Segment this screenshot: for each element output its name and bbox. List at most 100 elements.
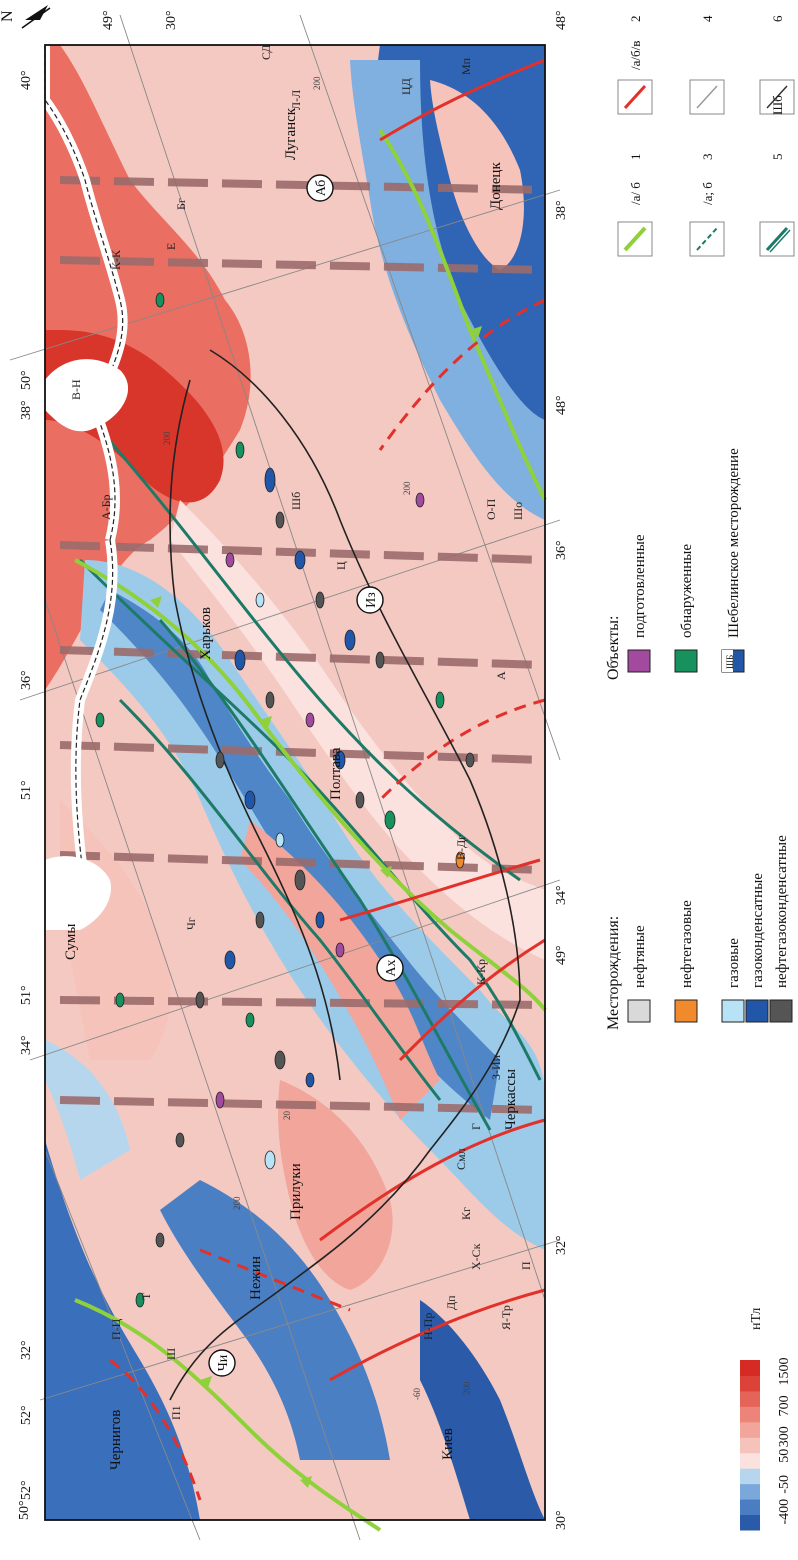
contour-value-labels: 200 200 200 200 -60 20 200 xyxy=(162,76,472,1400)
legend-color-scale: -400 -50 50 300 700 1500 нТл xyxy=(740,1308,792,1531)
place-label: Донецк xyxy=(488,162,504,210)
structural-lines xyxy=(78,429,542,1131)
region-circle-ab: Аб xyxy=(306,174,334,202)
lat-label: 52° xyxy=(19,1405,34,1425)
svg-text:3: 3 xyxy=(700,154,715,161)
svg-text:Ц: Ц xyxy=(334,561,348,570)
svg-text:А: А xyxy=(494,671,508,680)
scale-swatch xyxy=(740,1437,760,1454)
svg-text:Мп: Мп xyxy=(459,57,473,75)
lat-label: 49° xyxy=(101,10,116,30)
scale-swatch xyxy=(740,1514,760,1531)
svg-text:нефтегазоконденсатные: нефтегазоконденсатные xyxy=(774,835,790,988)
svg-text:СД: СД xyxy=(259,44,273,60)
svg-text:Шб: Шб xyxy=(289,492,303,510)
lon-label: 34° xyxy=(554,885,569,905)
svg-text:Г: Г xyxy=(469,1123,483,1130)
svg-text:подготовленные: подготовленные xyxy=(632,534,648,638)
lon-label: 38° xyxy=(19,400,34,420)
lineaments xyxy=(59,176,546,1114)
svg-text:Я-Тр: Я-Тр xyxy=(499,1305,513,1330)
svg-text:Смл: Смл xyxy=(454,1148,468,1170)
svg-text:Кг: Кг xyxy=(459,1207,473,1220)
place-label: Харьков xyxy=(198,607,214,660)
place-label: Сумы xyxy=(63,923,79,960)
svg-text:К-К: К-К xyxy=(109,249,123,270)
svg-text:Т: Т xyxy=(139,1292,153,1300)
svg-text:1: 1 xyxy=(628,154,643,161)
svg-text:Ш: Ш xyxy=(164,1348,178,1360)
svg-text:-60: -60 xyxy=(412,1388,422,1400)
svg-text:В-Н: В-Н xyxy=(69,379,83,400)
scale-swatch xyxy=(740,1390,760,1407)
svg-text:Объекты:: Объекты: xyxy=(605,616,622,680)
svg-text:Чг: Чг xyxy=(184,917,198,930)
svg-text:газоконденсатные: газоконденсатные xyxy=(750,873,766,988)
coordinate-labels: 50° 40° 50° 38° 36° 51° 34° 32° 52° 52° … xyxy=(17,10,569,1530)
scale-swatch xyxy=(740,1483,760,1500)
red-faults xyxy=(109,58,546,1501)
place-label: Нежин xyxy=(248,1256,264,1300)
svg-text:200: 200 xyxy=(162,431,172,445)
svg-text:/а/б/в: /а/б/в xyxy=(628,41,643,70)
basin-outline xyxy=(169,349,521,1401)
scale-tick-label: -400 xyxy=(777,1499,792,1525)
north-arrow: N xyxy=(0,5,51,29)
place-label: Черкассы xyxy=(503,1069,519,1130)
region-circle-iz: Из xyxy=(356,586,384,614)
svg-text:З-Ии: З-Ии xyxy=(489,1054,503,1080)
svg-text:Шо: Шо xyxy=(511,502,525,520)
scale-ticks: -400 -50 50 300 700 1500 xyxy=(777,1357,792,1524)
map-panel: Аб Из Ах Чи Луганск Донецк Харьков Полта… xyxy=(9,14,561,1541)
svg-text:N: N xyxy=(0,10,16,22)
svg-text:/а/ б: /а/ б xyxy=(628,182,643,205)
scale-swatch xyxy=(740,1499,760,1516)
svg-text:Шб: Шб xyxy=(770,95,785,115)
svg-text:В-Дг: В-Дг xyxy=(454,835,468,860)
scale-swatch xyxy=(740,1375,760,1392)
svg-text:Месторождения:: Месторождения: xyxy=(605,916,622,1030)
scale-swatch xyxy=(740,1360,760,1376)
svg-text:4: 4 xyxy=(700,15,715,22)
svg-text:/а; б: /а; б xyxy=(700,182,715,205)
scale-tick-label: 50 xyxy=(777,1449,792,1463)
scale-swatch xyxy=(740,1468,760,1485)
svg-text:Бг: Бг xyxy=(174,198,188,210)
svg-text:6: 6 xyxy=(770,15,785,22)
outside-area-east xyxy=(45,856,111,930)
svg-text:Чи: Чи xyxy=(216,1354,231,1371)
svg-text:П1: П1 xyxy=(169,1405,183,1420)
lon-label: 38° xyxy=(554,200,569,220)
svg-text:О-П: О-П xyxy=(484,498,498,520)
lat-label: 49° xyxy=(554,945,569,965)
svg-text:нефтяные: нефтяные xyxy=(632,925,648,988)
svg-text:20: 20 xyxy=(282,1111,292,1121)
svg-text:Л-Л: Л-Л xyxy=(289,90,303,110)
legend-objects: Объекты: подготовленные обнаруженные ШБ … xyxy=(605,448,745,680)
lon-label: 32° xyxy=(554,1235,569,1255)
svg-text:Ах: Ах xyxy=(384,959,399,976)
legend-symbols: /а/ б 1 /а/б/в 2 /а; б 3 4 5 Шб 6 xyxy=(617,15,795,257)
lon-label: 32° xyxy=(19,1340,34,1360)
svg-text:200: 200 xyxy=(462,1381,472,1395)
fault-labels: СД Л-Л Бг К-К ЦД Мп А-Бр Шб В-Н Ц О-П Шо… xyxy=(69,44,533,1420)
scale-tick-label: -50 xyxy=(777,1475,792,1494)
lat-label: 48° xyxy=(554,395,569,415)
legend: Месторождения: нефтяные нефтегазовые газ… xyxy=(605,15,795,1531)
scale-swatch xyxy=(740,1421,760,1438)
place-label: Киев xyxy=(440,1428,456,1460)
scale-swatch xyxy=(740,1452,760,1469)
place-label: Полтава xyxy=(328,747,344,800)
svg-text:газовые: газовые xyxy=(726,938,742,988)
lat-label: 51° xyxy=(19,780,34,800)
legend-deposits: Месторождения: нефтяные нефтегазовые газ… xyxy=(605,835,793,1030)
svg-text:обнаруженные: обнаруженные xyxy=(679,544,695,638)
svg-text:Аб: Аб xyxy=(314,180,329,197)
svg-text:Из: Из xyxy=(364,592,379,608)
svg-text:Дп: Дп xyxy=(444,1295,458,1310)
svg-text:Х-Ск: Х-Ск xyxy=(469,1243,483,1270)
svg-text:2: 2 xyxy=(628,16,643,23)
svg-text:200: 200 xyxy=(312,76,322,90)
